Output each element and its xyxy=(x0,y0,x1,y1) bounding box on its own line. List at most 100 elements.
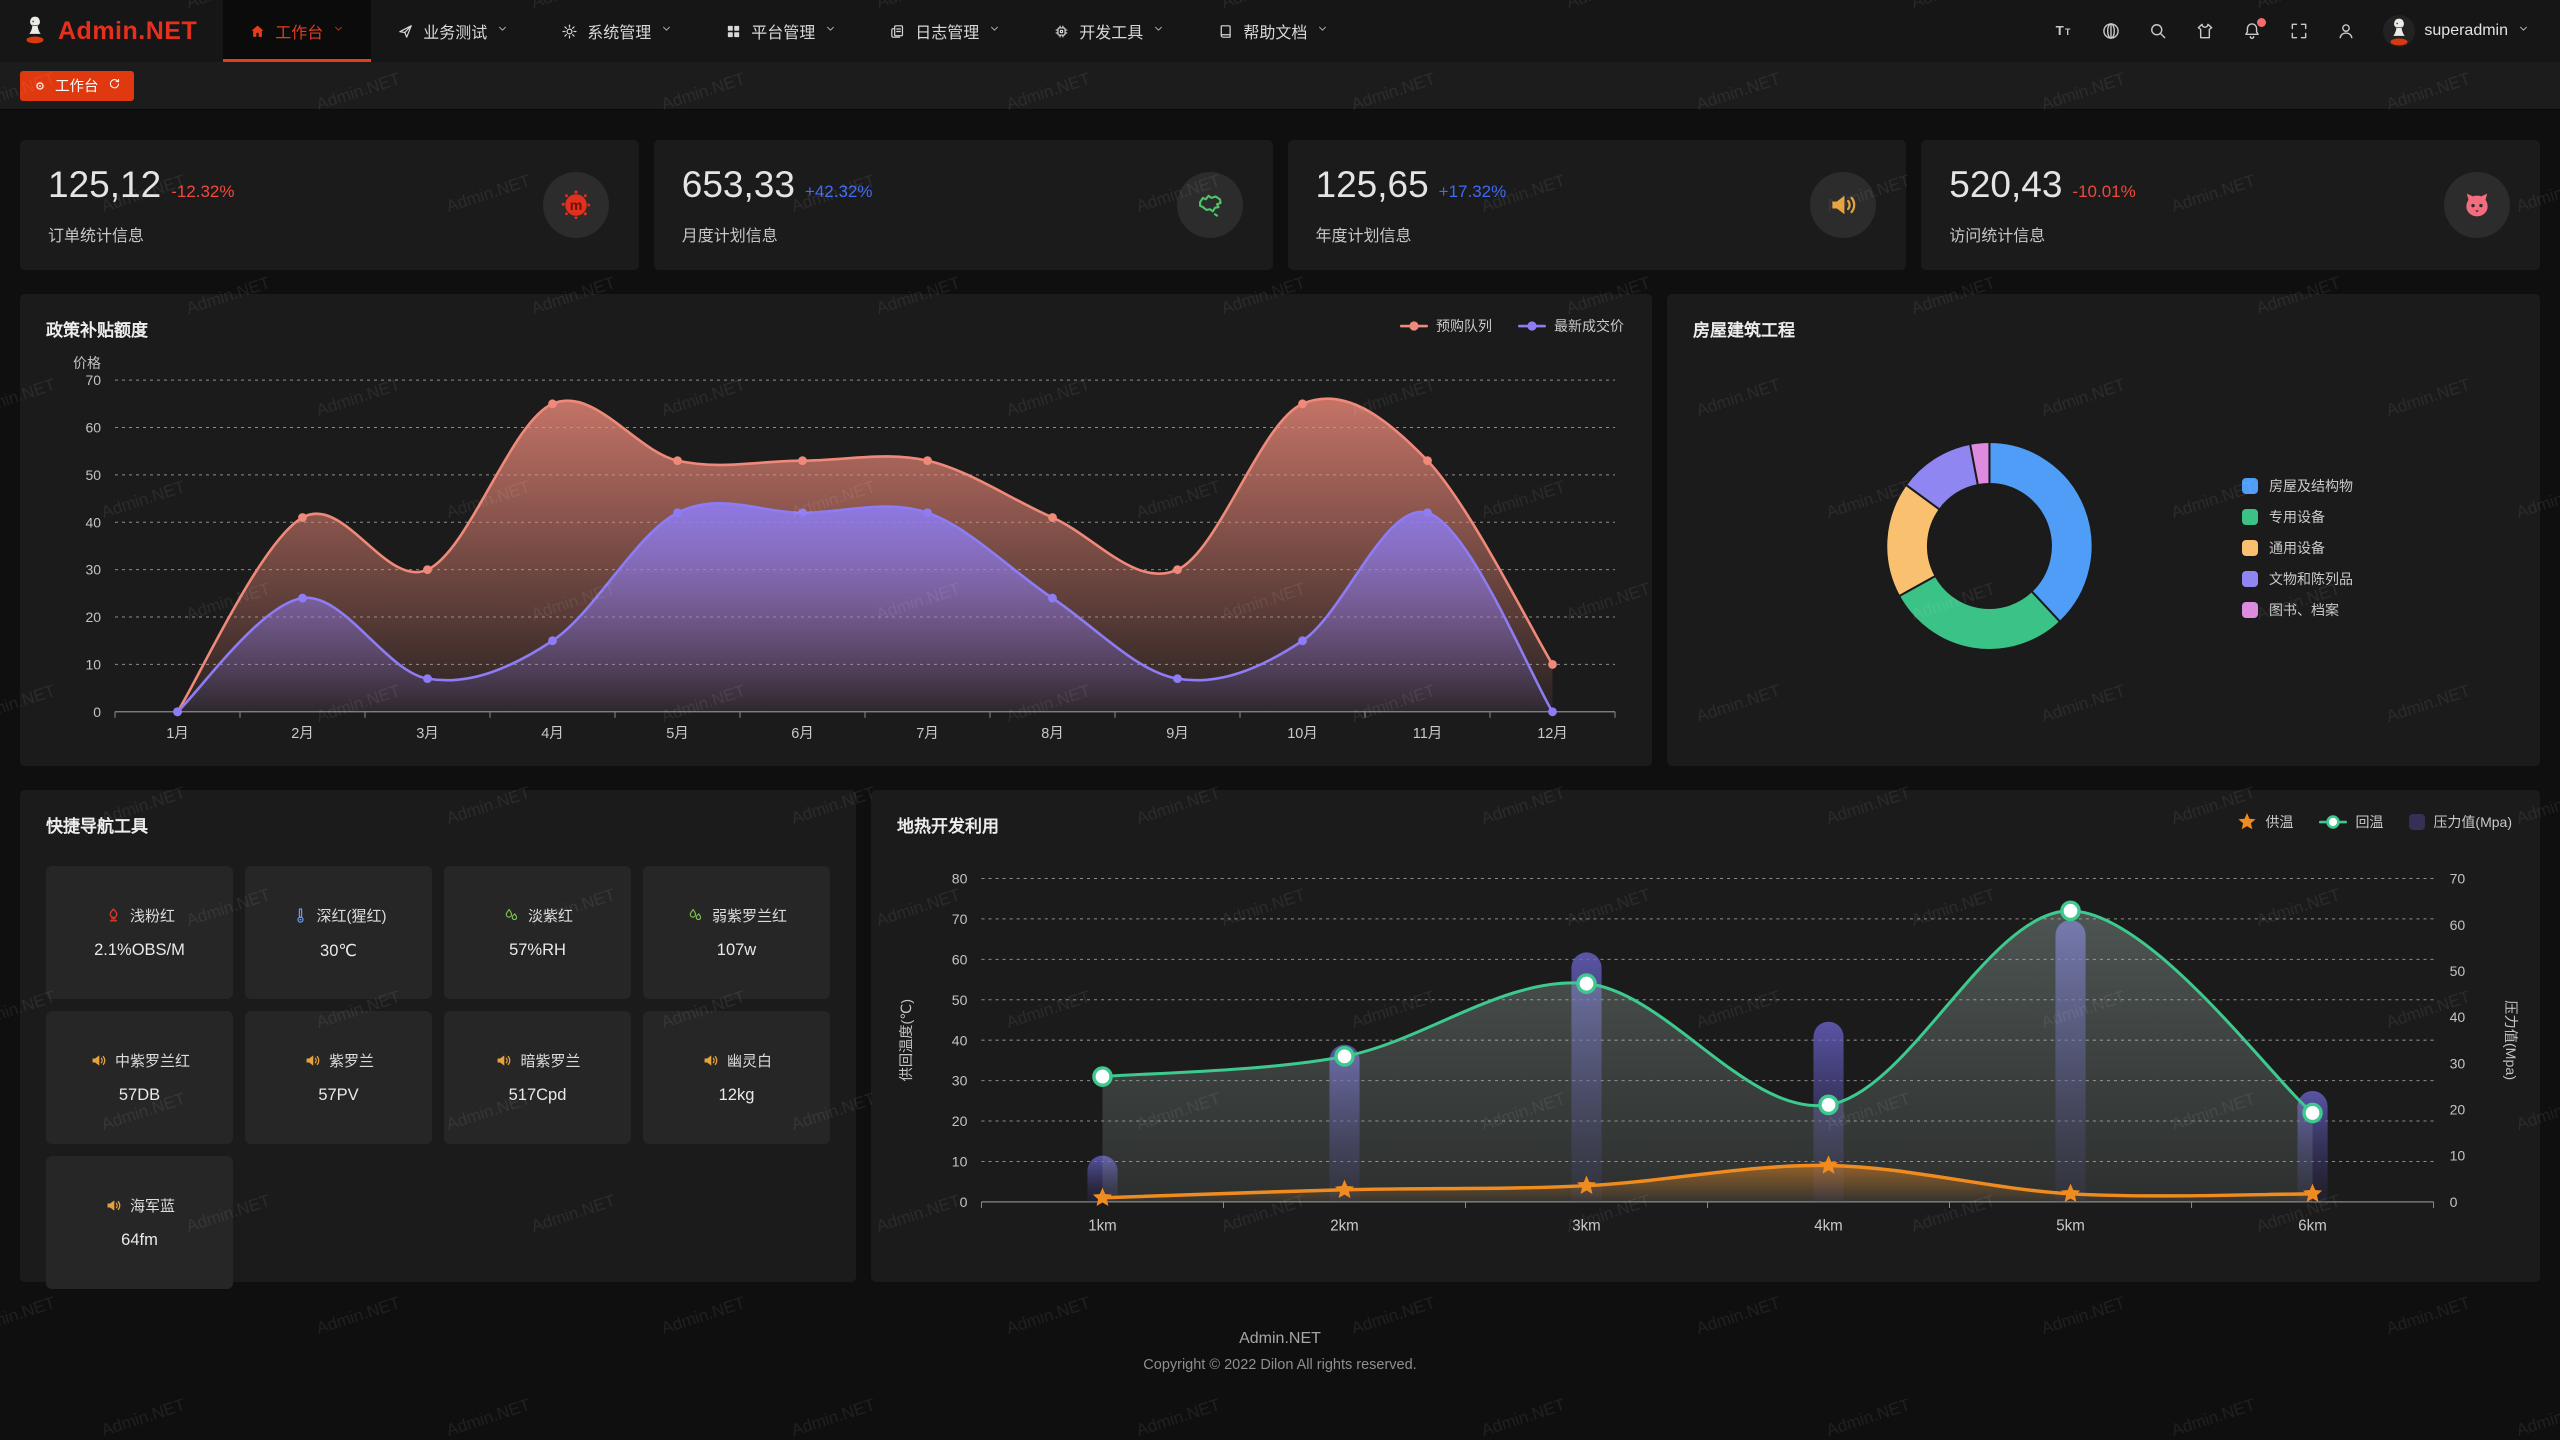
svg-text:2km: 2km xyxy=(1330,1217,1358,1234)
pie-legend-item-1[interactable]: 专用设备 xyxy=(2242,507,2353,527)
watermark-text: Admin.NET xyxy=(444,1395,533,1440)
logo-text: Admin.NET xyxy=(58,16,198,45)
quick-nav-button-4[interactable]: 中紫罗兰红 57DB xyxy=(46,1011,233,1144)
geothermal-combo-chart[interactable]: 0 10 20 30 40 50 60 70 80 0 10 20 30 40 50 60 70 1km 2km 3k… xyxy=(881,848,2530,1270)
quick-nav-button-3[interactable]: 弱紫罗兰红 107w xyxy=(643,866,830,999)
geo-legend-item-0[interactable]: 供温 xyxy=(2237,812,2293,832)
quick-nav-value: 12kg xyxy=(718,1086,755,1104)
legend-marker-icon xyxy=(1518,321,1546,331)
app-logo[interactable]: Admin.NET xyxy=(0,0,223,62)
quick-nav-card: 快捷导航工具 浅粉红 2.1%OBS/M 深红(猩红) 30℃ 淡紫红 57%RH 弱… xyxy=(20,790,856,1289)
watermark-text: Admin.NET xyxy=(789,1395,878,1440)
user-menu[interactable]: superadmin xyxy=(2383,15,2530,47)
pie-legend-item-2[interactable]: 通用设备 xyxy=(2242,538,2353,558)
tab-label: 工作台 xyxy=(55,79,99,95)
svg-text:60: 60 xyxy=(952,951,968,967)
quick-nav-value: 57PV xyxy=(318,1086,359,1104)
nav-menu-label: 平台管理 xyxy=(751,25,816,42)
search-icon[interactable] xyxy=(2148,21,2168,41)
logo-mascot-icon xyxy=(22,14,48,49)
chip-icon xyxy=(1053,23,1070,40)
quick-nav-button-0[interactable]: 浅粉红 2.1%OBS/M xyxy=(46,866,233,999)
geo-legend-item-2[interactable]: 压力值(Mpa) xyxy=(2409,812,2512,832)
language-icon[interactable] xyxy=(2101,21,2121,41)
svg-text:7月: 7月 xyxy=(916,726,939,742)
chevron-down-icon xyxy=(2517,22,2530,40)
stat-value: 653,33 xyxy=(681,164,795,205)
nav-menu-item-5[interactable]: 开发工具 xyxy=(1027,0,1191,62)
svg-text:40: 40 xyxy=(2450,1009,2466,1025)
nav-menu-item-6[interactable]: 帮助文档 xyxy=(1191,0,1355,62)
legend-item-1[interactable]: 最新成交价 xyxy=(1518,316,1624,336)
pie-legend-item-3[interactable]: 文物和陈列品 xyxy=(2242,569,2353,589)
quick-nav-button-7[interactable]: 幽灵白 12kg xyxy=(643,1011,830,1144)
pie-legend-item-0[interactable]: 房屋及结构物 xyxy=(2242,476,2353,496)
svg-text:10: 10 xyxy=(952,1153,968,1169)
quick-nav-name: 深红(猩红) xyxy=(316,907,387,925)
nav-menu-item-0[interactable]: 工作台 xyxy=(223,0,372,62)
active-tab-workbench[interactable]: 工作台 xyxy=(20,70,134,101)
geothermal-chart-title: 地热开发利用 xyxy=(897,817,999,836)
quick-nav-button-1[interactable]: 深红(猩红) 30℃ xyxy=(245,866,432,999)
svg-text:3月: 3月 xyxy=(416,726,439,742)
chevron-down-icon xyxy=(1316,22,1329,40)
refresh-icon[interactable] xyxy=(107,77,121,95)
subsidy-line-chart[interactable]: 0 10 20 30 40 50 60 70 价格 1月 2月 3月 4月 5月 6月 7月 8月 9月 10月 11… xyxy=(30,352,1642,754)
theme-shirt-icon[interactable] xyxy=(2195,21,2215,41)
stat-label: 访问统计信息 xyxy=(1949,228,2046,245)
quick-nav-button-2[interactable]: 淡紫红 57%RH xyxy=(444,866,631,999)
quick-nav-value: 2.1%OBS/M xyxy=(94,941,185,959)
footer-app-name: Admin.NET xyxy=(1239,1330,1321,1347)
nav-menu-item-3[interactable]: 平台管理 xyxy=(699,0,863,62)
stat-delta: +42.32% xyxy=(804,182,873,201)
nav-menu-label: 帮助文档 xyxy=(1243,25,1308,42)
user-icon[interactable] xyxy=(2336,21,2356,41)
svg-text:1km: 1km xyxy=(1088,1217,1116,1234)
notification-badge xyxy=(2257,18,2267,27)
chevron-down-icon xyxy=(496,22,509,40)
svg-text:m: m xyxy=(569,198,582,214)
svg-text:5km: 5km xyxy=(2056,1217,2084,1234)
legend-item-0[interactable]: 预购队列 xyxy=(1400,316,1492,336)
gear-icon xyxy=(561,23,578,40)
username-text: superadmin xyxy=(2424,22,2508,39)
svg-text:70: 70 xyxy=(85,372,101,388)
nav-menu-item-4[interactable]: 日志管理 xyxy=(863,0,1027,62)
quick-nav-name: 中紫罗兰红 xyxy=(114,1053,190,1070)
legend-swatch xyxy=(2242,478,2258,494)
stat-icon-circle xyxy=(1176,172,1243,238)
stat-label: 订单统计信息 xyxy=(48,228,145,245)
building-pie-card: 房屋建筑工程 房屋及结构物 专用设备 通用设备 文物和陈列品 图书、档案 xyxy=(1667,294,2540,766)
nav-menu-item-2[interactable]: 系统管理 xyxy=(535,0,699,62)
svg-text:1月: 1月 xyxy=(166,726,189,742)
drops-icon xyxy=(686,906,705,925)
svg-text:20: 20 xyxy=(952,1113,968,1129)
geo-legend-item-1[interactable]: 回温 xyxy=(2319,812,2383,832)
stat-label: 年度计划信息 xyxy=(1315,228,1412,245)
quick-nav-button-5[interactable]: 紫罗兰 57PV xyxy=(245,1011,432,1144)
stat-delta: -12.32% xyxy=(171,182,235,201)
stat-card-1: 653,33 +42.32% 月度计划信息 xyxy=(653,140,1273,270)
quick-nav-title: 快捷导航工具 xyxy=(46,817,148,836)
nav-menu-item-1[interactable]: 业务测试 xyxy=(371,0,535,62)
building-donut-chart[interactable] xyxy=(1677,334,2530,754)
svg-text:0: 0 xyxy=(2450,1194,2458,1210)
quick-nav-value: 517Cpd xyxy=(508,1086,567,1104)
nav-menu-label: 业务测试 xyxy=(423,25,488,42)
watermark-text: Admin.NET xyxy=(99,1395,188,1440)
quick-nav-value: 107w xyxy=(716,941,757,959)
bell-icon[interactable] xyxy=(2242,18,2267,41)
nav-menu-label: 开发工具 xyxy=(1079,25,1144,42)
quick-nav-button-8[interactable]: 海军蓝 64fm xyxy=(46,1156,233,1289)
pie-legend-item-4[interactable]: 图书、档案 xyxy=(2242,600,2353,620)
bottom-row: 快捷导航工具 浅粉红 2.1%OBS/M 深红(猩红) 30℃ 淡紫红 57%RH 弱… xyxy=(20,790,2540,1289)
speaker-icon xyxy=(303,1051,322,1070)
svg-text:50: 50 xyxy=(2450,963,2466,979)
quick-nav-button-6[interactable]: 暗紫罗兰 517Cpd xyxy=(444,1011,631,1144)
quick-nav-name: 紫罗兰 xyxy=(328,1053,374,1070)
fullscreen-icon[interactable] xyxy=(2289,21,2309,41)
chevron-down-icon xyxy=(988,22,1001,40)
svg-text:4km: 4km xyxy=(1814,1217,1842,1234)
